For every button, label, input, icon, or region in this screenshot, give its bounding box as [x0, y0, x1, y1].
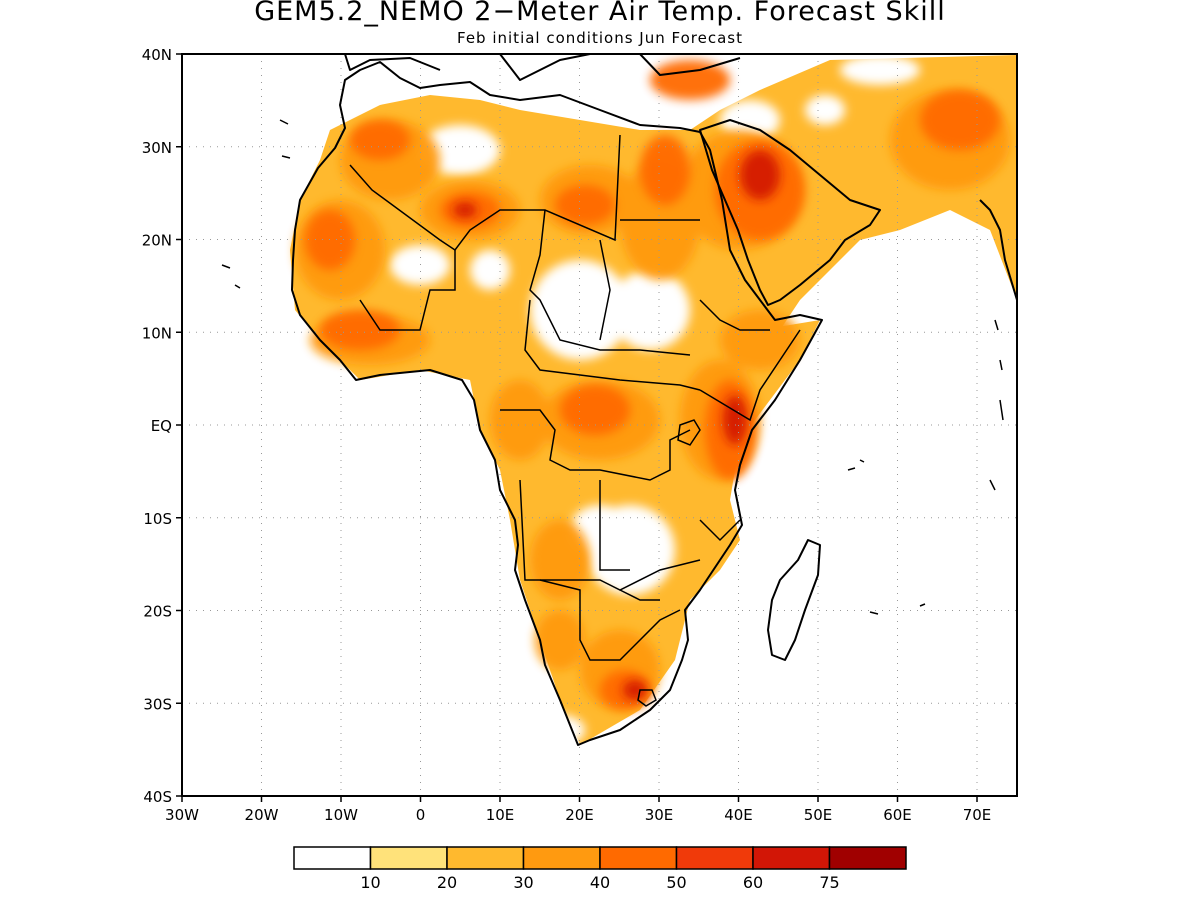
x-tick-label: 20W — [245, 806, 279, 824]
grid-lines — [182, 54, 1017, 796]
colorbar-label: 30 — [513, 873, 533, 892]
india-coastline — [979, 199, 1017, 301]
x-axis-labels: 30W 20W 10W 0 10E 20E 30E 40E 50E 60E 70… — [165, 806, 991, 824]
x-tick-label: 0 — [416, 806, 426, 824]
africa-coastline — [291, 61, 823, 746]
colorbar-label: 75 — [819, 873, 839, 892]
x-tick-label: 10W — [324, 806, 358, 824]
colorbar-box — [675, 846, 754, 870]
colorbar: 10 20 30 40 50 60 75 — [293, 846, 907, 892]
colorbar-label: 40 — [590, 873, 610, 892]
colorbar-box — [828, 846, 907, 870]
chart-subtitle: Feb initial conditions Jun Forecast — [457, 29, 743, 47]
madagascar-coastline — [767, 539, 821, 661]
y-tick-label: EQ — [151, 417, 172, 435]
y-tick-label: 10N — [142, 324, 172, 342]
x-tick-label: 60E — [883, 806, 912, 824]
colorbar-box — [369, 846, 448, 870]
x-tick-label: 20E — [565, 806, 594, 824]
colorbar-label: 60 — [743, 873, 763, 892]
chart-title: GEM5.2_NEMO 2−Meter Air Temp. Forecast S… — [254, 0, 946, 27]
y-tick-label: 40N — [142, 46, 172, 64]
x-tick-label: 40E — [724, 806, 753, 824]
y-axis-labels: 40N 30N 20N 10N EQ 10S 20S 30S 40S — [142, 46, 172, 806]
tick-marks — [176, 53, 978, 802]
y-tick-label: 20S — [143, 603, 172, 621]
x-tick-label: 50E — [804, 806, 833, 824]
y-tick-label: 10S — [143, 510, 172, 528]
europe-coastline — [344, 54, 741, 81]
country-borders — [349, 134, 801, 661]
y-tick-label: 30S — [143, 695, 172, 713]
x-tick-label: 30W — [165, 806, 199, 824]
colorbar-label: 20 — [437, 873, 457, 892]
y-tick-label: 40S — [143, 788, 172, 806]
map-content — [182, 54, 1017, 796]
x-tick-label: 30E — [645, 806, 674, 824]
colorbar-box — [599, 846, 678, 870]
x-tick-label: 70E — [963, 806, 992, 824]
skill-field — [290, 55, 1017, 745]
y-tick-label: 30N — [142, 139, 172, 157]
x-tick-label: 10E — [486, 806, 515, 824]
colorbar-box — [446, 846, 525, 870]
colorbar-box — [522, 846, 601, 870]
colorbar-label: 10 — [360, 873, 380, 892]
colorbar-box — [752, 846, 831, 870]
islands — [221, 119, 1004, 707]
colorbar-box — [293, 846, 372, 870]
colorbar-label: 50 — [666, 873, 686, 892]
y-tick-label: 20N — [142, 232, 172, 250]
coastlines — [291, 54, 1017, 746]
arabia-coastline — [699, 119, 881, 306]
